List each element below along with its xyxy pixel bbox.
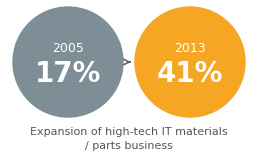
Circle shape xyxy=(135,7,245,117)
Text: 17%: 17% xyxy=(35,60,101,88)
Text: / parts business: / parts business xyxy=(85,141,173,151)
Text: 2013: 2013 xyxy=(174,42,206,55)
Circle shape xyxy=(13,7,123,117)
Text: 2005: 2005 xyxy=(52,42,84,55)
Text: 41%: 41% xyxy=(157,60,223,88)
Text: Expansion of high-tech IT materials: Expansion of high-tech IT materials xyxy=(30,127,228,137)
